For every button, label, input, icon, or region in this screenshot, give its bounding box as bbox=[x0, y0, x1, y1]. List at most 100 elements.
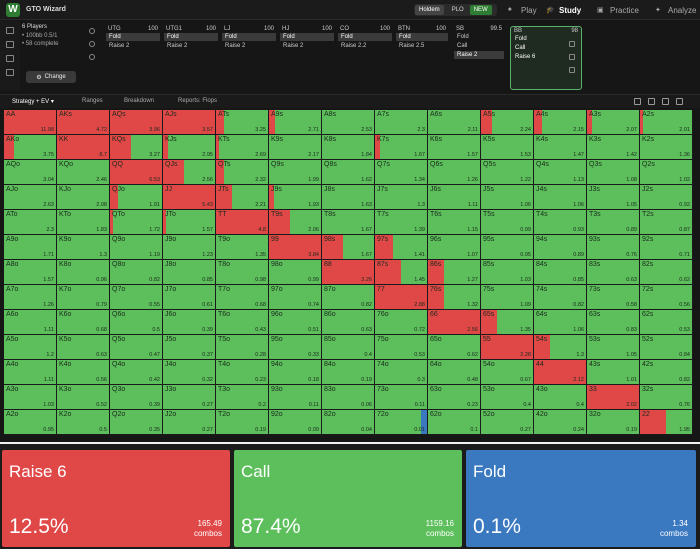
hand-cell-83s[interactable]: 83s 0.63 bbox=[587, 260, 640, 285]
hand-cell-J7s[interactable]: J7s 1.3 bbox=[375, 185, 428, 210]
hand-cell-K8o[interactable]: K8o 0.96 bbox=[57, 260, 110, 285]
hand-cell-K4o[interactable]: K4o 0.56 bbox=[57, 360, 110, 385]
hand-cell-K3s[interactable]: K3s 1.42 bbox=[587, 135, 640, 160]
game-mode-toggle[interactable]: Holdem PLO NEW bbox=[414, 4, 497, 16]
hand-cell-AQs[interactable]: AQs 3.96 bbox=[110, 110, 163, 135]
hand-cell-JTo[interactable]: JTo 1.57 bbox=[163, 210, 216, 235]
hand-cell-Q9o[interactable]: Q9o 1.19 bbox=[110, 235, 163, 260]
hand-cell-A4s[interactable]: A4s 2.15 bbox=[534, 110, 587, 135]
hand-cell-54o[interactable]: 54o 0.67 bbox=[481, 360, 534, 385]
hand-cell-K5s[interactable]: K5s 1.53 bbox=[481, 135, 534, 160]
action-option[interactable]: Fold bbox=[164, 33, 218, 41]
action-option[interactable]: Fold bbox=[457, 34, 469, 40]
hand-cell-85o[interactable]: 85o 0.4 bbox=[322, 335, 375, 360]
gamepad-icon[interactable] bbox=[6, 55, 14, 62]
hand-cell-86s[interactable]: 86s 1.27 bbox=[428, 260, 481, 285]
hand-cell-99[interactable]: 99 3.84 bbox=[269, 235, 322, 260]
hand-cell-A3s[interactable]: A3s 2.07 bbox=[587, 110, 640, 135]
action-option[interactable]: Raise 2 bbox=[109, 43, 130, 49]
mode-plo[interactable]: PLO NEW bbox=[444, 5, 496, 15]
hand-cell-93s[interactable]: 93s 0.76 bbox=[587, 235, 640, 260]
info-icon[interactable] bbox=[89, 41, 95, 47]
hand-cell-T6o[interactable]: T6o 0.43 bbox=[216, 310, 269, 335]
hand-cell-K9s[interactable]: K9s 2.17 bbox=[269, 135, 322, 160]
hand-cell-KJo[interactable]: KJo 2.08 bbox=[57, 185, 110, 210]
hand-cell-K7o[interactable]: K7o 0.79 bbox=[57, 285, 110, 310]
hand-cell-84o[interactable]: 84o 0.19 bbox=[322, 360, 375, 385]
hand-cell-74s[interactable]: 74s 0.82 bbox=[534, 285, 587, 310]
hand-cell-A6s[interactable]: A6s 2.11 bbox=[428, 110, 481, 135]
nav-practice[interactable]: ▣ Practice bbox=[597, 3, 639, 17]
hand-cell-J4o[interactable]: J4o 0.32 bbox=[163, 360, 216, 385]
hand-cell-65s[interactable]: 65s 1.35 bbox=[481, 310, 534, 335]
action-option[interactable]: Fold bbox=[338, 33, 392, 41]
hand-cell-T8s[interactable]: T8s 1.67 bbox=[322, 210, 375, 235]
hand-cell-T6s[interactable]: T6s 1.15 bbox=[428, 210, 481, 235]
hand-cell-76s[interactable]: 76s 1.32 bbox=[428, 285, 481, 310]
hand-cell-72s[interactable]: 72s 0.56 bbox=[640, 285, 693, 310]
action-option[interactable]: Raise 2 bbox=[283, 43, 304, 49]
hand-cell-Q8o[interactable]: Q8o 0.82 bbox=[110, 260, 163, 285]
position-hj[interactable]: HJ 100 Fold Raise 2 bbox=[280, 26, 334, 90]
hand-cell-64s[interactable]: 64s 1.06 bbox=[534, 310, 587, 335]
hand-cell-55[interactable]: 55 2.28 bbox=[481, 335, 534, 360]
hand-cell-98o[interactable]: 98o 0.99 bbox=[269, 260, 322, 285]
hand-cell-AA[interactable]: AA 11.98 bbox=[4, 110, 57, 135]
tab-reports-flops[interactable]: Reports: Flops bbox=[178, 98, 218, 104]
hand-cell-A2s[interactable]: A2s 2.01 bbox=[640, 110, 693, 135]
hand-cell-A7o[interactable]: A7o 1.26 bbox=[4, 285, 57, 310]
action-option[interactable]: Call bbox=[457, 43, 468, 49]
position-btn[interactable]: BTN 100 Fold Raise 2.5 bbox=[396, 26, 448, 90]
hand-cell-T2s[interactable]: T2s 0.87 bbox=[640, 210, 693, 235]
action-option[interactable]: Fold bbox=[515, 36, 527, 42]
hand-cell-54s[interactable]: 54s 1.3 bbox=[534, 335, 587, 360]
hand-cell-J6o[interactable]: J6o 0.39 bbox=[163, 310, 216, 335]
hand-cell-J5s[interactable]: J5s 1.06 bbox=[481, 185, 534, 210]
hand-cell-K6s[interactable]: K6s 1.57 bbox=[428, 135, 481, 160]
position-sb[interactable]: SB 99.5 Fold Call Raise 2 bbox=[454, 26, 504, 90]
hand-cell-87s[interactable]: 87s 1.45 bbox=[375, 260, 428, 285]
nav-play[interactable]: ♠ Play bbox=[508, 3, 537, 17]
action-option[interactable]: Raise 6 bbox=[515, 54, 536, 60]
hand-cell-42o[interactable]: 42o 0.24 bbox=[534, 410, 587, 435]
summary-fold[interactable]: Fold 0.1% 1.34 combos bbox=[466, 450, 696, 547]
hand-cell-K4s[interactable]: K4s 1.47 bbox=[534, 135, 587, 160]
hand-cell-73o[interactable]: 73o 0.11 bbox=[375, 385, 428, 410]
hand-cell-Q7o[interactable]: Q7o 0.55 bbox=[110, 285, 163, 310]
hand-cell-33[interactable]: 33 2.02 bbox=[587, 385, 640, 410]
hand-cell-64o[interactable]: 64o 0.48 bbox=[428, 360, 481, 385]
save-icon[interactable] bbox=[6, 41, 14, 48]
tab-breakdown[interactable]: Breakdown bbox=[124, 98, 155, 104]
hand-cell-96s[interactable]: 96s 1.07 bbox=[428, 235, 481, 260]
hand-cell-J9o[interactable]: J9o 1.23 bbox=[163, 235, 216, 260]
hand-cell-Q2o[interactable]: Q2o 0.35 bbox=[110, 410, 163, 435]
hand-cell-J9s[interactable]: J9s 1.93 bbox=[269, 185, 322, 210]
hand-cell-K9o[interactable]: K9o 1.3 bbox=[57, 235, 110, 260]
nav-study[interactable]: 🎓 Study bbox=[546, 3, 581, 17]
hand-cell-94o[interactable]: 94o 0.18 bbox=[269, 360, 322, 385]
hand-cell-T8o[interactable]: T8o 0.98 bbox=[216, 260, 269, 285]
hand-cell-J2s[interactable]: J2s 0.92 bbox=[640, 185, 693, 210]
hand-cell-42s[interactable]: 42s 0.82 bbox=[640, 360, 693, 385]
hand-cell-Q2s[interactable]: Q2s 1.02 bbox=[640, 160, 693, 185]
hand-cell-K2s[interactable]: K2s 1.36 bbox=[640, 135, 693, 160]
hand-cell-87o[interactable]: 87o 0.82 bbox=[322, 285, 375, 310]
hand-cell-Q6o[interactable]: Q6o 0.5 bbox=[110, 310, 163, 335]
hand-cell-85s[interactable]: 85s 1.03 bbox=[481, 260, 534, 285]
hand-cell-KK[interactable]: KK 8.7 bbox=[57, 135, 110, 160]
action-option[interactable]: Raise 2 bbox=[225, 43, 246, 49]
hand-cell-QTs[interactable]: QTs 2.32 bbox=[216, 160, 269, 185]
hand-cell-J8s[interactable]: J8s 1.63 bbox=[322, 185, 375, 210]
hand-cell-53o[interactable]: 53o 0.4 bbox=[481, 385, 534, 410]
hand-cell-73s[interactable]: 73s 0.58 bbox=[587, 285, 640, 310]
hand-cell-A8o[interactable]: A8o 1.57 bbox=[4, 260, 57, 285]
hand-cell-75s[interactable]: 75s 1.09 bbox=[481, 285, 534, 310]
summary-call[interactable]: Call 87.4% 1159.16 combos bbox=[234, 450, 462, 547]
hand-cell-K6o[interactable]: K6o 0.68 bbox=[57, 310, 110, 335]
view-mode-1-icon[interactable] bbox=[634, 98, 641, 105]
position-lj[interactable]: LJ 100 Fold Raise 2 bbox=[222, 26, 276, 90]
hand-cell-K5o[interactable]: K5o 0.63 bbox=[57, 335, 110, 360]
hand-cell-KTo[interactable]: KTo 1.83 bbox=[57, 210, 110, 235]
copy-icon[interactable] bbox=[569, 41, 575, 47]
hand-cell-82o[interactable]: 82o 0.04 bbox=[322, 410, 375, 435]
